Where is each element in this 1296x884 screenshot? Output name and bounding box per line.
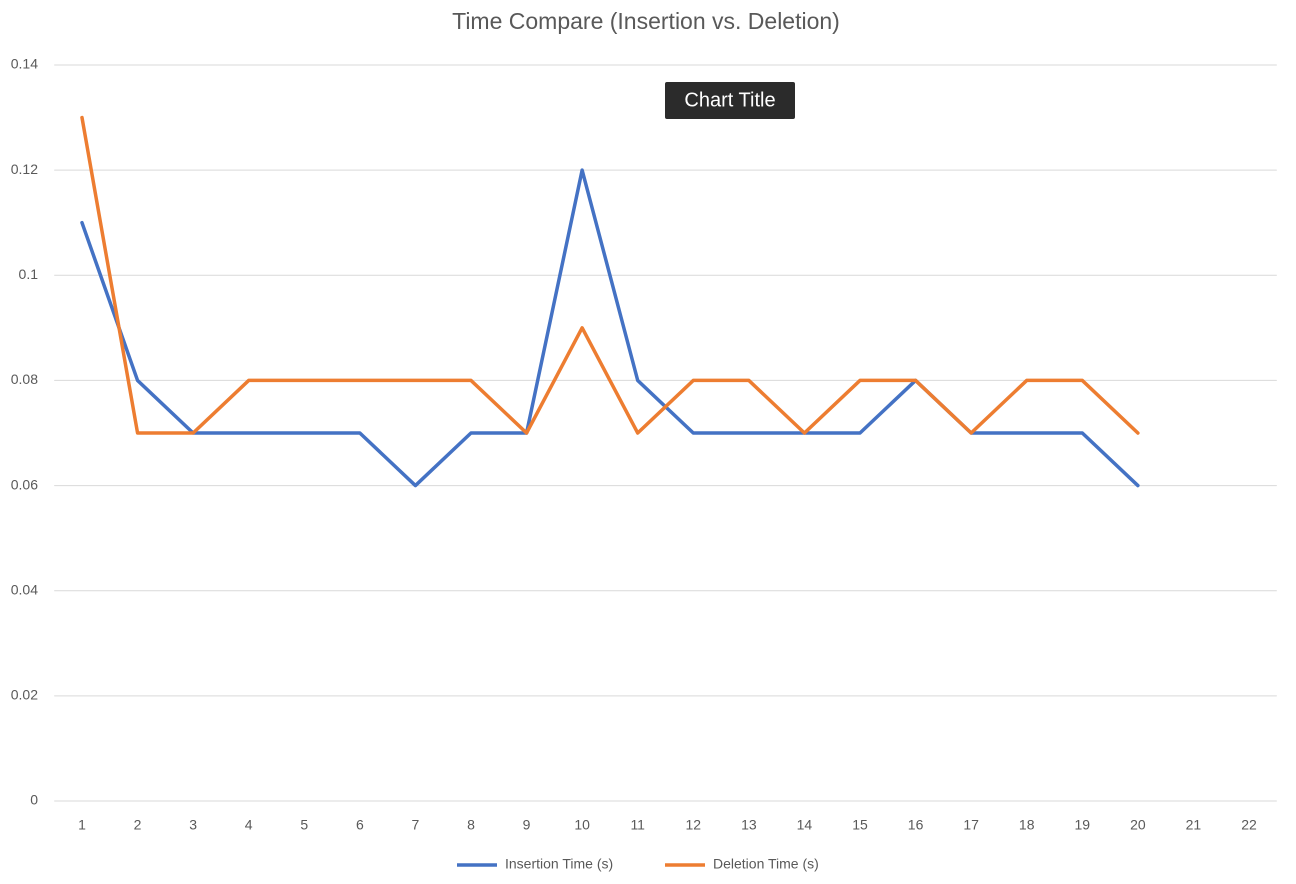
x-tick-label: 22 <box>1241 817 1257 833</box>
x-tick-label: 5 <box>300 817 308 833</box>
x-tick-label: 2 <box>134 817 142 833</box>
legend-label: Deletion Time (s) <box>713 856 819 872</box>
x-tick-label: 19 <box>1075 817 1091 833</box>
x-tick-label: 17 <box>963 817 979 833</box>
x-tick-label: 8 <box>467 817 475 833</box>
y-tick-label: 0.06 <box>11 476 38 492</box>
y-tick-label: 0.1 <box>19 266 39 282</box>
series-line <box>80 168 1140 488</box>
x-tick-label: 21 <box>1186 817 1202 833</box>
x-tick-label: 16 <box>908 817 924 833</box>
x-tick-label: 10 <box>574 817 590 833</box>
x-tick-label: 18 <box>1019 817 1035 833</box>
x-tick-label: 14 <box>797 817 813 833</box>
y-tick-label: 0.12 <box>11 161 38 177</box>
x-tick-label: 12 <box>685 817 701 833</box>
series-line <box>80 115 1140 435</box>
tooltip-text: Chart Title <box>684 89 775 111</box>
x-tick-label: 11 <box>630 817 645 833</box>
chart-title: Time Compare (Insertion vs. Deletion) <box>452 8 840 34</box>
x-tick-label: 3 <box>189 817 197 833</box>
y-tick-label: 0.14 <box>11 56 38 72</box>
x-tick-label: 9 <box>523 817 531 833</box>
legend-label: Insertion Time (s) <box>505 856 613 872</box>
tooltip-box <box>665 82 795 119</box>
x-tick-label: 15 <box>852 817 868 833</box>
y-tick-label: 0.04 <box>11 581 38 597</box>
x-tick-label: 4 <box>245 817 253 833</box>
x-tick-label: 6 <box>356 817 364 833</box>
y-tick-label: 0.02 <box>11 687 38 703</box>
y-tick-label: 0.08 <box>11 371 38 387</box>
x-tick-label: 7 <box>412 817 420 833</box>
y-tick-label: 0 <box>30 792 38 808</box>
x-tick-label: 1 <box>78 817 86 833</box>
x-tick-label: 20 <box>1130 817 1146 833</box>
x-tick-label: 13 <box>741 817 757 833</box>
